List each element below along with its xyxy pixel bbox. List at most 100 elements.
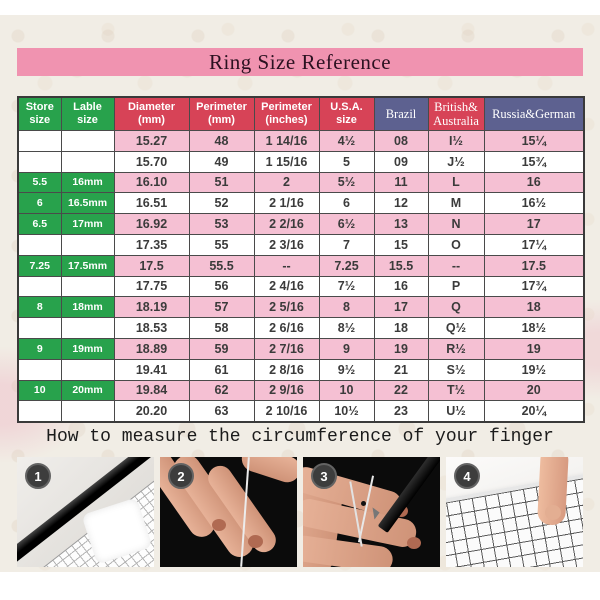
table-cell: Q <box>427 296 485 319</box>
table-cell: 20 <box>483 379 585 402</box>
table-cell: 7½ <box>318 275 375 298</box>
table-cell: 6 <box>318 192 375 215</box>
table-cell: 6½ <box>318 213 375 235</box>
table-cell: 2 7/16 <box>253 337 320 360</box>
table-cell: O <box>427 233 485 256</box>
table-cell: 17.5 <box>113 254 190 277</box>
table-cell: 2 1/16 <box>253 192 320 215</box>
step-number-badge: 3 <box>311 463 337 489</box>
table-cell: 16 <box>483 171 585 194</box>
table-cell: 19.84 <box>113 379 190 402</box>
table-cell: 15 <box>373 233 429 256</box>
step-photo-string-around-finger: 2 <box>160 457 297 567</box>
table-row: 20.20 63 2 10/16 10½ 23 U½ 20¼ <box>17 400 585 423</box>
table-cell: 18½ <box>483 317 585 339</box>
how-to-heading: How to measure the circumference of your… <box>46 427 554 447</box>
table-cell: 18.19 <box>113 296 190 319</box>
fingernail-icon <box>248 535 263 548</box>
table-cell: 16.92 <box>113 213 190 235</box>
store-size-cell: 18mm <box>60 296 115 319</box>
store-size-cell: 19mm <box>60 337 115 360</box>
table-cell: 63 <box>188 400 255 423</box>
table-cell: -- <box>427 254 485 277</box>
table-cell <box>17 233 62 256</box>
table-cell: 16.51 <box>113 192 190 215</box>
table-cell: 17.35 <box>113 233 190 256</box>
column-header: Russia&German <box>483 96 585 131</box>
ring-size-table: Store size Lable size Diameter (mm) Perimet… <box>17 96 585 424</box>
table-cell: 2 8/16 <box>253 358 320 381</box>
store-size-cell: 7.25 <box>17 254 62 277</box>
table-cell: 22 <box>373 379 429 402</box>
store-size-cell: 5.5 <box>17 171 62 194</box>
table-cell <box>17 275 62 298</box>
table-cell <box>17 358 62 381</box>
table-cell: 52 <box>188 192 255 215</box>
table-cell: J½ <box>427 150 485 173</box>
table-cell: 12 <box>373 192 429 215</box>
table-cell <box>60 317 115 339</box>
table-cell: 23 <box>373 400 429 423</box>
step-number-badge: 1 <box>25 463 51 489</box>
page-title-banner: Ring Size Reference <box>17 48 583 76</box>
store-size-cell: 17.5mm <box>60 254 115 277</box>
table-cell: 15¼ <box>483 130 585 152</box>
table-cell: 17¾ <box>483 275 585 298</box>
table-cell: U½ <box>427 400 485 423</box>
table-cell: 08 <box>373 130 429 152</box>
table-cell: 62 <box>188 379 255 402</box>
store-size-cell: 16mm <box>60 171 115 194</box>
table-cell: 11 <box>373 171 429 194</box>
store-size-cell: 20mm <box>60 379 115 402</box>
table-cell: 18.53 <box>113 317 190 339</box>
store-size-cell: 8 <box>17 296 62 319</box>
table-cell: 15.5 <box>373 254 429 277</box>
step-photo-mark-string-with-pen: 3 <box>303 457 440 567</box>
store-size-cell: 16.5mm <box>60 192 115 215</box>
table-cell: 19 <box>373 337 429 360</box>
table-cell: 55.5 <box>188 254 255 277</box>
table-cell: 56 <box>188 275 255 298</box>
column-header: Diameter (mm) <box>113 96 190 131</box>
table-cell: S½ <box>427 358 485 381</box>
table-cell <box>17 150 62 173</box>
table-row: 15.27 48 1 14/16 4½ 08 I½ 15¼ <box>17 130 585 152</box>
table-cell: 9½ <box>318 358 375 381</box>
table-cell: 17 <box>373 296 429 319</box>
table-row: 15.70 49 1 15/16 5 09 J½ 15¾ <box>17 150 585 173</box>
table-cell: 2 10/16 <box>253 400 320 423</box>
table-cell: -- <box>253 254 320 277</box>
table-row: 7.25 17.5mm 17.5 55.5 -- 7.25 15.5 -- 17.5 <box>17 254 585 277</box>
table-cell: 16 <box>373 275 429 298</box>
table-cell <box>60 233 115 256</box>
table-cell: 7 <box>318 233 375 256</box>
table-cell: P <box>427 275 485 298</box>
table-cell: 20.20 <box>113 400 190 423</box>
how-to-steps: 1 2 3 <box>17 457 583 567</box>
store-size-cell: 9 <box>17 337 62 360</box>
table-row: 8 18mm 18.19 57 2 5/16 8 17 Q 18 <box>17 296 585 319</box>
table-cell: 53 <box>188 213 255 235</box>
table-cell: 17 <box>483 213 585 235</box>
column-header: U.S.A. size <box>318 96 375 131</box>
table-row: 19.41 61 2 8/16 9½ 21 S½ 19½ <box>17 358 585 381</box>
table-row: 9 19mm 18.89 59 2 7/16 9 19 R½ 19 <box>17 337 585 360</box>
table-cell: 2 9/16 <box>253 379 320 402</box>
table-row: 10 20mm 19.84 62 2 9/16 10 22 T½ 20 <box>17 379 585 402</box>
table-cell: 17.5 <box>483 254 585 277</box>
step-photo-pen-and-sizer: 1 <box>17 457 154 567</box>
table-row: 17.75 56 2 4/16 7½ 16 P 17¾ <box>17 275 585 298</box>
table-cell: 18.89 <box>113 337 190 360</box>
table-cell: 2 2/16 <box>253 213 320 235</box>
column-header: British& Australia <box>427 96 485 131</box>
table-cell <box>17 400 62 423</box>
store-size-cell: 17mm <box>60 213 115 235</box>
table-cell: 8 <box>318 296 375 319</box>
fingernail-icon <box>545 505 561 520</box>
table-cell: 18 <box>373 317 429 339</box>
table-row: 5.5 16mm 16.10 51 2 5½ 11 L 16 <box>17 171 585 194</box>
table-cell <box>60 400 115 423</box>
table-cell <box>60 358 115 381</box>
store-size-cell: 6.5 <box>17 213 62 235</box>
